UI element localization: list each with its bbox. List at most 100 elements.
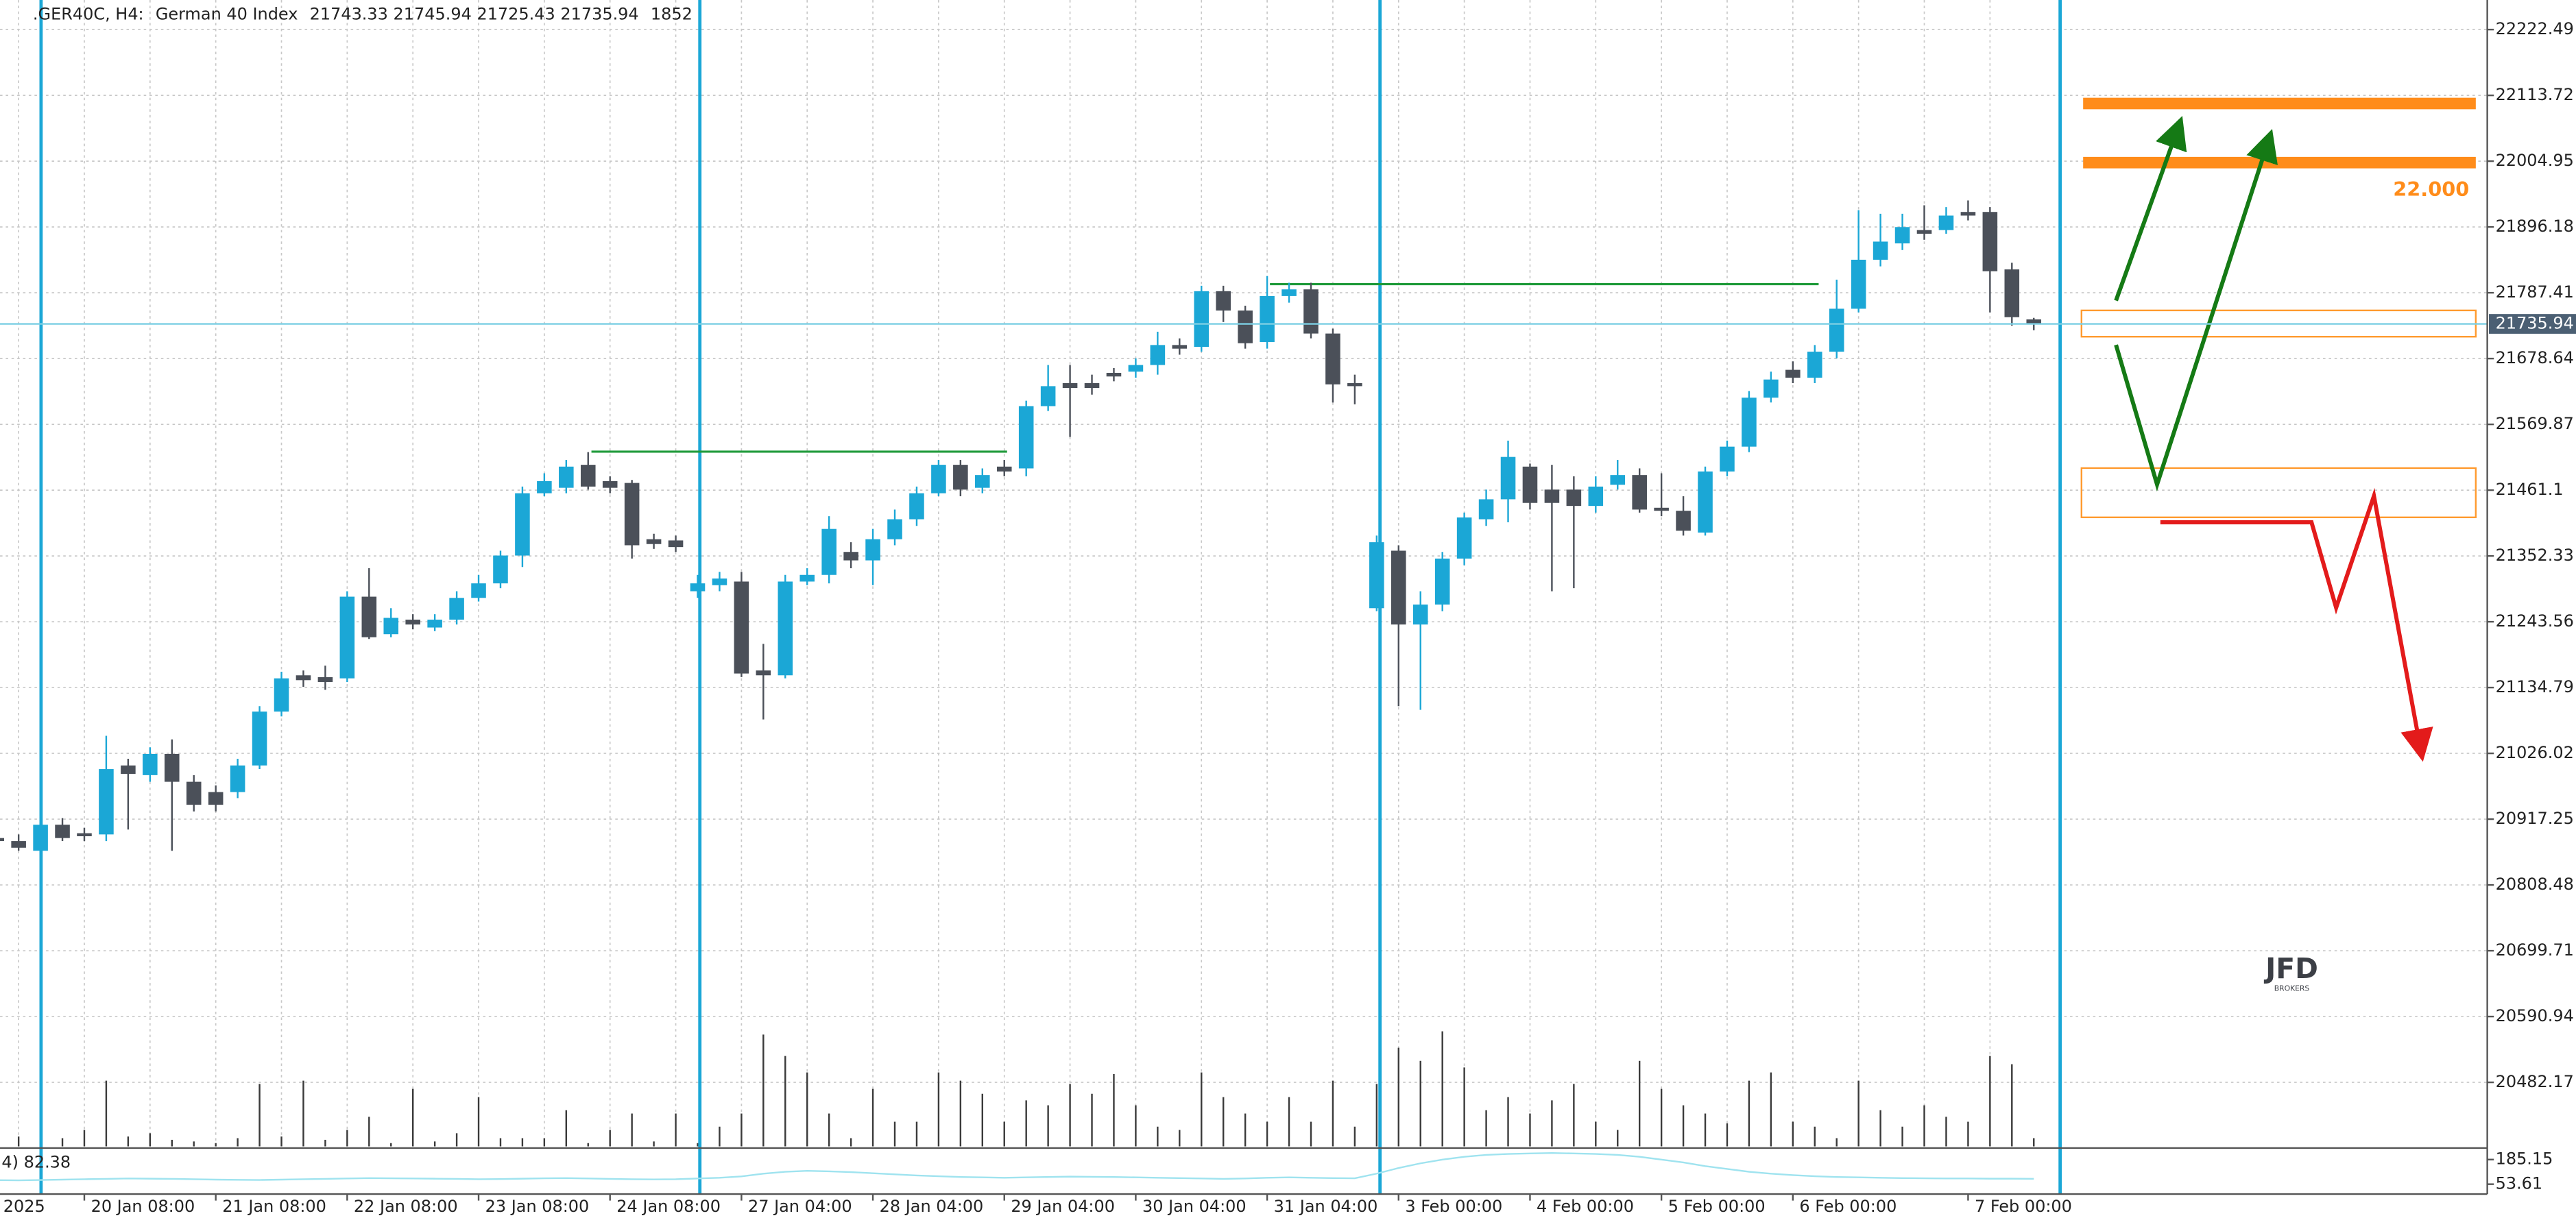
candle-body — [1938, 215, 1954, 230]
scenario-arrow — [2114, 129, 2278, 492]
candle-body — [274, 678, 289, 712]
candle-body — [361, 596, 377, 637]
candle-body — [2004, 269, 2020, 317]
candle-body — [1588, 486, 1604, 507]
indicator-tick-label: 53.61 — [2496, 1174, 2543, 1193]
y-tick-label: 20590.94 — [2496, 1006, 2574, 1025]
candle-body — [1807, 352, 1822, 378]
scenario-arrow — [2114, 116, 2187, 302]
candle-body — [515, 493, 530, 556]
candle-body — [405, 620, 420, 625]
candle-body — [339, 596, 355, 679]
candle-body — [1456, 517, 1472, 559]
candle-body — [1742, 398, 1757, 447]
candle-body — [55, 825, 70, 838]
candle-body — [1391, 550, 1406, 625]
candle-body — [164, 753, 180, 782]
candle-body — [778, 581, 793, 676]
logo-sub: BROKERS — [2274, 984, 2310, 992]
candle-body — [668, 540, 684, 548]
candle-body — [493, 555, 508, 584]
candle-body — [1347, 382, 1362, 387]
x-tick-label: 3 Feb 00:00 — [1405, 1197, 1502, 1216]
candle-body — [1522, 466, 1538, 503]
candle-body — [1303, 289, 1319, 334]
candle-body — [909, 493, 924, 520]
candle-body — [208, 792, 224, 805]
candle-body — [1040, 386, 1056, 406]
candle-body — [799, 574, 815, 582]
candle-body — [1106, 372, 1122, 377]
candle-body — [0, 838, 4, 842]
last-price-label: 21735.94 — [2496, 314, 2574, 333]
header-close: 21735.94 — [560, 5, 638, 24]
x-tick-label: 31 Jan 04:00 — [1274, 1197, 1378, 1216]
candle-body — [602, 480, 618, 488]
candle-body — [1916, 230, 1932, 234]
candle-body — [1325, 333, 1340, 385]
y-tick-label: 21787.41 — [2496, 282, 2574, 302]
candle-body — [1084, 382, 1100, 389]
candle-body — [1720, 446, 1735, 472]
scenario-arrow — [2160, 487, 2433, 762]
y-tick-label: 22004.95 — [2496, 151, 2574, 170]
candle-body — [1829, 308, 1844, 352]
last-price-tag — [2489, 314, 2576, 334]
candle-body — [1785, 369, 1801, 378]
y-tick-label: 20699.71 — [2496, 940, 2574, 960]
header-low: 21725.43 — [477, 5, 555, 24]
x-tick-label: 7 Feb 00:00 — [1975, 1197, 2072, 1216]
volume — [17, 1031, 2035, 1147]
x-tick-label: 23 Jan 08:00 — [485, 1197, 590, 1216]
candle-body — [11, 841, 26, 848]
y-tick-label: 20917.25 — [2496, 809, 2574, 828]
y-tick-label: 21352.33 — [2496, 546, 2574, 565]
header: .GER40C, H4: German 40 Index 21743.33 21… — [33, 5, 693, 24]
candle-body — [843, 552, 858, 561]
candle-body — [1982, 212, 1998, 271]
candles — [0, 200, 2488, 855]
header-open: 21743.33 — [310, 5, 388, 24]
x-tick-label: 20 Jan 08:00 — [91, 1197, 195, 1216]
indicator-label: 4) 82.38 — [1, 1152, 71, 1171]
candle-body — [1960, 212, 1976, 216]
header-volume: 1852 — [651, 5, 693, 24]
x-tick-label: 27 Jan 04:00 — [748, 1197, 852, 1216]
candle-body — [624, 483, 640, 546]
candle-body — [1150, 345, 1166, 365]
x-tick-label: 21 Jan 08:00 — [222, 1197, 326, 1216]
y-tick-label: 21569.87 — [2496, 414, 2574, 433]
candle-body — [1018, 406, 1034, 469]
axes: 22222.49 22113.72 22004.95 21896.18 21787.41… — [3, 19, 2576, 1216]
y-tick-label: 21243.56 — [2496, 611, 2574, 631]
candle-body — [1369, 542, 1384, 609]
candle-body — [383, 618, 399, 635]
drawings: 22.000 JFD BROKERS — [591, 97, 2477, 992]
candle-body — [953, 465, 968, 490]
candle-body — [559, 466, 574, 488]
candle-body — [471, 583, 486, 598]
candle-body — [690, 583, 706, 592]
candle-body — [1851, 259, 1866, 309]
candle-body — [1610, 475, 1626, 485]
candle-body — [1764, 379, 1779, 398]
candle-body — [1062, 382, 1078, 389]
header-high: 21745.94 — [394, 5, 472, 24]
candle-body — [1434, 558, 1450, 605]
y-tick-label: 22222.49 — [2496, 19, 2574, 38]
instrument: German 40 Index — [156, 5, 298, 24]
candle-body — [1894, 227, 1910, 244]
candle-body — [1544, 489, 1560, 503]
candle-body — [77, 833, 92, 837]
candle-body — [756, 670, 771, 676]
zone-box — [2080, 467, 2477, 518]
y-tick-label: 22113.72 — [2496, 85, 2574, 104]
candle-body — [143, 753, 158, 775]
candle-body — [646, 539, 662, 544]
indicator-line — [0, 1152, 2034, 1182]
candle-body — [99, 769, 114, 835]
candle-body — [1500, 456, 1516, 500]
candle-body — [734, 581, 749, 674]
